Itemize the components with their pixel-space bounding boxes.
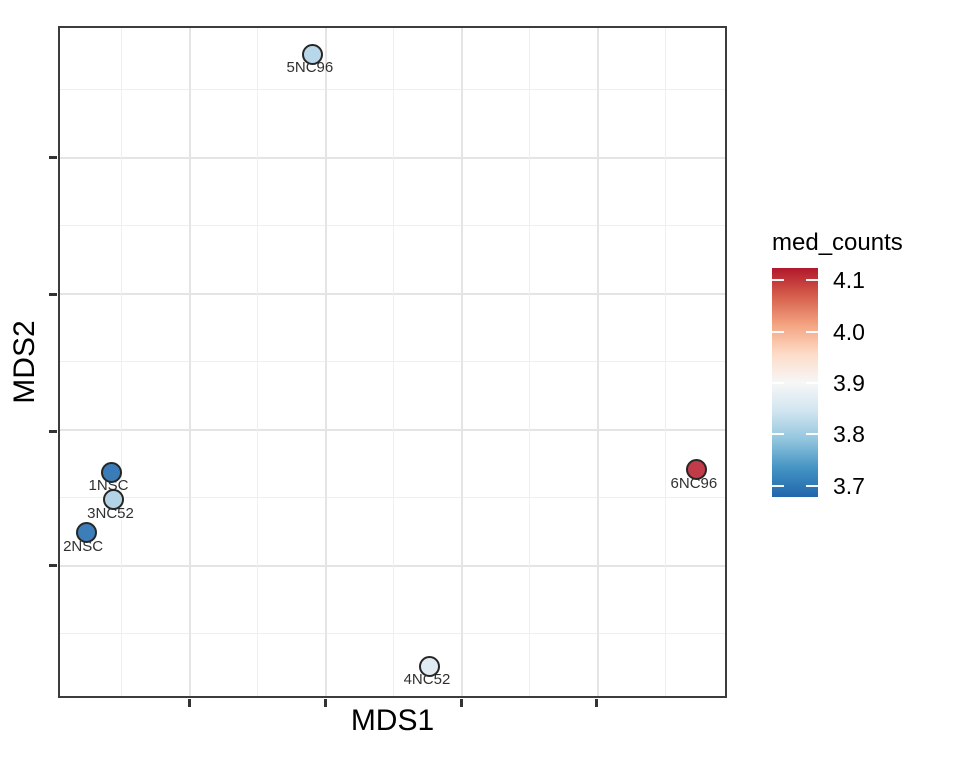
- colorbar-tick-dash: [806, 433, 818, 436]
- colorbar-tick-label: 3.8: [833, 421, 865, 448]
- data-point: [101, 461, 123, 483]
- colorbar-tick-label: 4.1: [833, 266, 865, 293]
- colorbar-tick-label: 3.9: [833, 369, 865, 396]
- data-point-label: 6NC96: [670, 474, 718, 492]
- data-point-label: 4NC52: [403, 671, 451, 689]
- data-point: [419, 655, 441, 677]
- x-axis-tick-mark: [595, 699, 598, 707]
- data-point: [103, 489, 125, 511]
- x-axis-tick-mark: [324, 699, 327, 707]
- colorbar-tick-dash: [806, 330, 818, 333]
- data-point: [302, 43, 324, 65]
- data-point-label: 2NSC: [63, 537, 104, 555]
- colorbar-tick-dash: [772, 433, 784, 436]
- colorbar-tick-dash: [806, 485, 818, 487]
- colorbar-tick-dash: [772, 485, 784, 487]
- colorbar-tick-dash: [772, 330, 784, 333]
- data-point: [686, 459, 708, 481]
- x-axis-title: MDS1: [350, 704, 435, 737]
- colorbar-tick-dash: [806, 381, 818, 384]
- x-axis-tick-mark: [188, 699, 191, 707]
- data-point-label: 5NC96: [286, 59, 334, 77]
- x-axis-tick-mark: [460, 699, 463, 707]
- colorbar-tick-label: 3.7: [833, 473, 865, 499]
- plot-panel: [58, 26, 727, 698]
- data-point-label: 3NC52: [87, 504, 134, 522]
- y-axis-tick-mark: [49, 564, 57, 567]
- colorbar-tick-label: 4.0: [833, 318, 865, 345]
- y-axis-tick-mark: [49, 156, 57, 159]
- legend-title: med_counts: [772, 229, 903, 256]
- y-axis-tick-mark: [49, 293, 57, 296]
- colorbar-tick-dash: [772, 381, 784, 384]
- y-axis-tick-mark: [49, 430, 57, 433]
- data-point: [75, 522, 97, 544]
- colorbar-tick-dash: [772, 278, 784, 281]
- y-axis-title: MDS2: [8, 320, 41, 404]
- colorbar-tick-dash: [806, 278, 818, 281]
